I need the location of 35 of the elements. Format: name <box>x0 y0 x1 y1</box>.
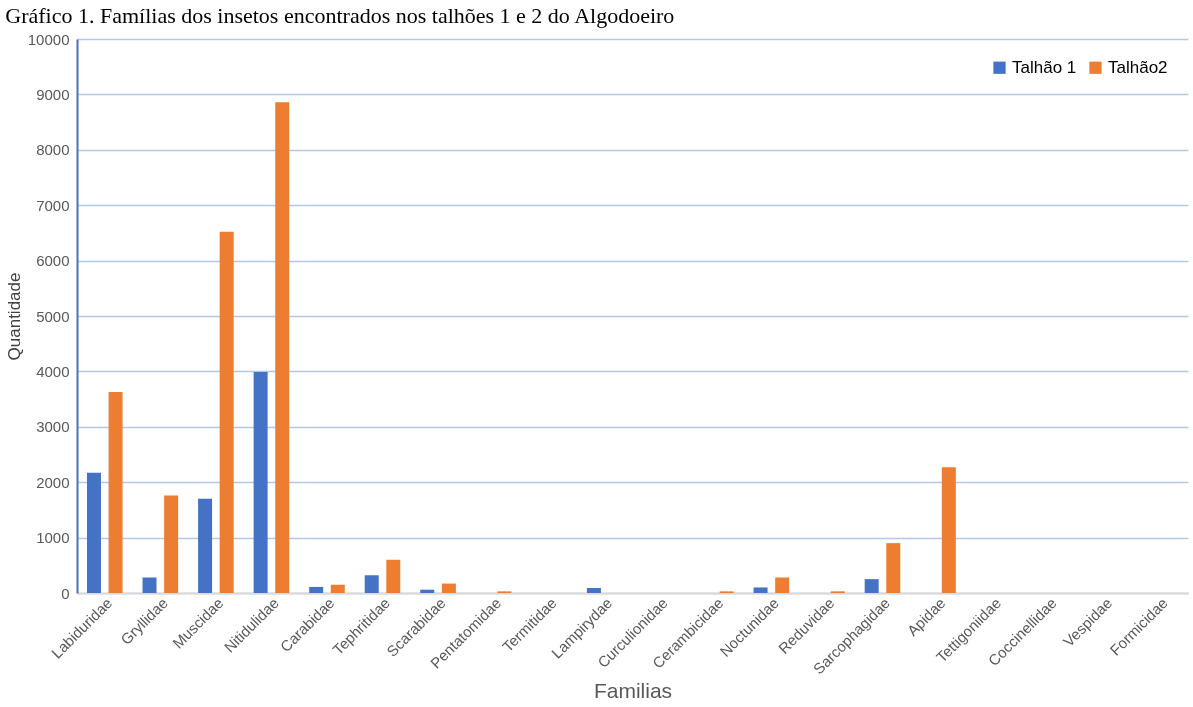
bar <box>864 579 879 593</box>
legend-label: Talhão2 <box>1108 57 1168 77</box>
y-tick-label: 2000 <box>36 473 70 491</box>
bar <box>164 495 179 593</box>
y-tick-label: 3000 <box>36 418 70 436</box>
bar <box>330 584 345 593</box>
y-tick-label: 7000 <box>36 196 70 214</box>
y-tick-label: 5000 <box>36 307 70 325</box>
bar <box>86 472 101 593</box>
bar <box>219 231 234 593</box>
x-axis-title: Familias <box>593 679 673 703</box>
y-axis-title: Quantidade <box>4 272 24 361</box>
y-tick-label: 10000 <box>27 30 70 48</box>
bar <box>753 587 768 593</box>
bar <box>586 588 601 593</box>
y-tick-label: 8000 <box>36 141 70 159</box>
bar <box>441 583 456 593</box>
bar <box>386 559 401 593</box>
bar <box>775 577 790 593</box>
bar <box>364 575 379 593</box>
bar <box>253 371 268 593</box>
bar <box>198 498 213 593</box>
bar <box>309 586 324 593</box>
bar <box>886 543 901 593</box>
bar <box>142 577 157 593</box>
y-tick-label: 4000 <box>36 362 70 380</box>
bar <box>108 391 123 593</box>
chart-title: Gráfico 1. Famílias dos insetos encontrados nos talhões 1 e 2 do Algodoeiro <box>5 3 675 28</box>
bar <box>941 467 956 593</box>
legend-label: Talhão 1 <box>1012 57 1077 77</box>
bar <box>275 102 290 593</box>
y-tick-label: 9000 <box>36 85 70 103</box>
y-tick-label: 6000 <box>36 252 70 270</box>
y-tick-label: 0 <box>61 584 70 602</box>
y-tick-label: 1000 <box>36 529 70 547</box>
